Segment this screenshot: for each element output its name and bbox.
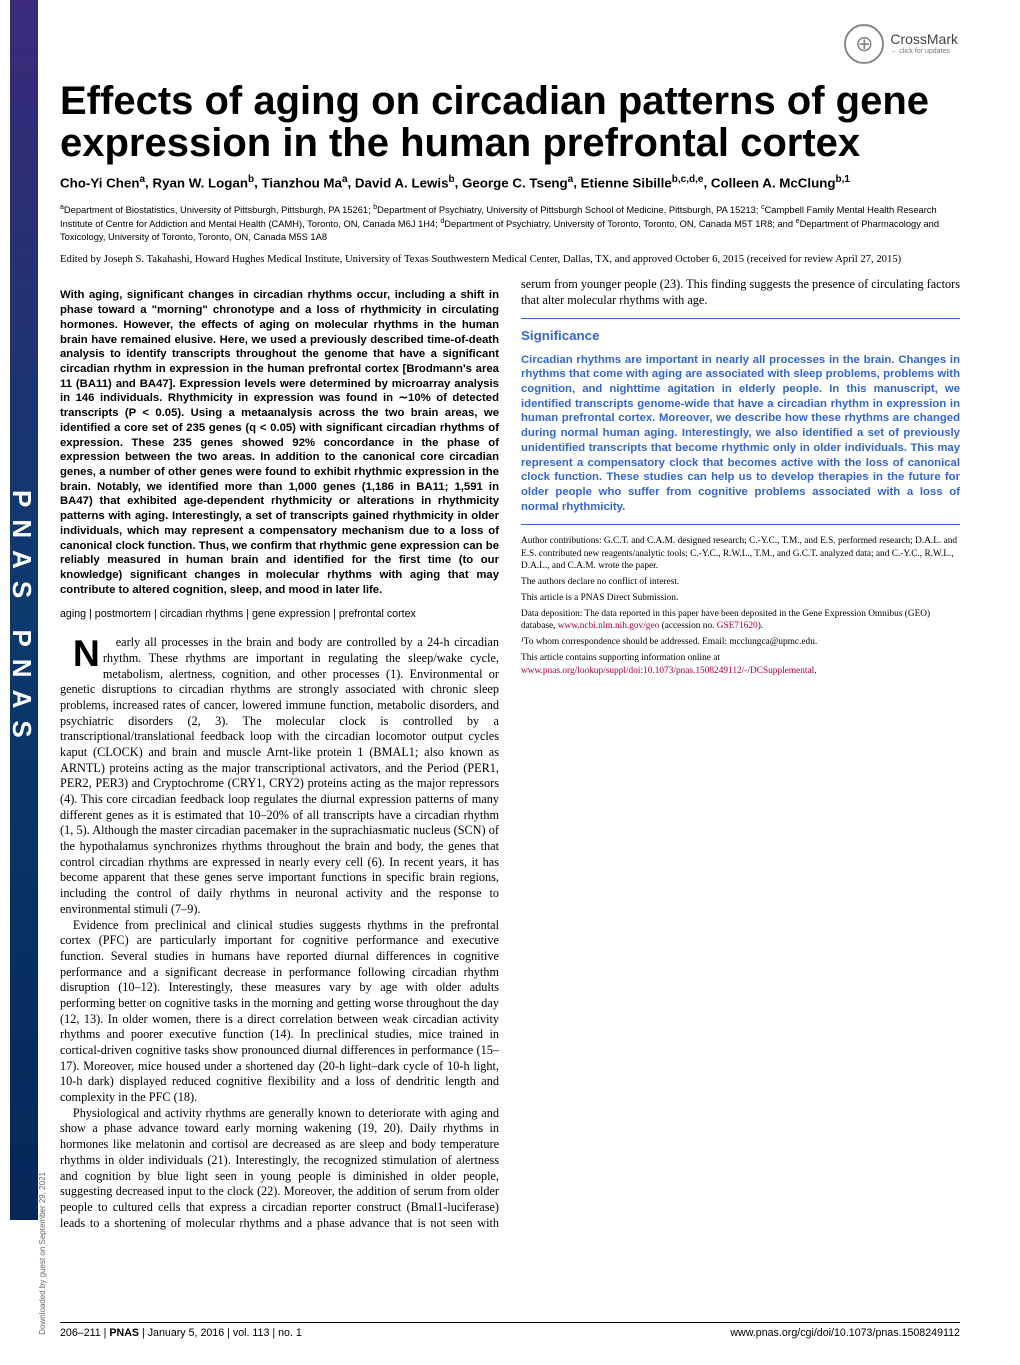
author: Cho-Yi Chena — [60, 174, 145, 191]
footer-date: January 5, 2016 — [142, 1327, 224, 1339]
significance-text: Circadian rhythms are important in nearl… — [521, 353, 960, 515]
journal-spine-logo: PNAS PNAS — [10, 0, 38, 1220]
significance-box: Significance Circadian rhythms are impor… — [521, 318, 960, 525]
download-date-note: Downloaded by guest on September 29, 202… — [38, 1172, 48, 1335]
footer-doi[interactable]: www.pnas.org/cgi/doi/10.1073/pnas.150824… — [730, 1327, 960, 1341]
keyword: gene expression — [243, 608, 330, 620]
author: Ryan W. Loganb — [145, 174, 254, 191]
crossmark-sublabel: ← click for updates — [890, 48, 958, 57]
supporting-info: This article contains supporting informa… — [521, 652, 960, 676]
conflict-statement: The authors declare no conflict of inter… — [521, 576, 960, 588]
dropcap-letter: N — [60, 637, 103, 671]
keyword: prefrontal cortex — [330, 608, 416, 620]
author-contributions: Author contributions: G.C.T. and C.A.M. … — [521, 535, 960, 571]
data-deposition: Data deposition: The data reported in th… — [521, 608, 960, 632]
crossmark-badge[interactable]: ⊕ CrossMark ← click for updates — [844, 24, 958, 64]
author: George C. Tsenga — [455, 174, 574, 191]
keywords: agingpostmortemcircadian rhythmsgene exp… — [60, 608, 499, 622]
author: Tianzhou Maa — [254, 174, 347, 191]
page-footer: 206–211 PNAS January 5, 2016 vol. 113 no… — [60, 1322, 960, 1341]
supporting-post: . — [814, 666, 816, 676]
geo-database-link[interactable]: www.ncbi.nlm.nih.gov/geo — [558, 621, 659, 631]
author: Colleen A. McClungb,1 — [703, 174, 850, 191]
keyword: aging — [60, 608, 86, 620]
significance-heading: Significance — [521, 327, 960, 344]
abstract: With aging, significant changes in circa… — [60, 288, 499, 597]
intro-p1-text: early all processes in the brain and bod… — [60, 635, 499, 916]
direct-submission-statement: This article is a PNAS Direct Submission… — [521, 592, 960, 604]
supporting-info-link[interactable]: www.pnas.org/lookup/suppl/doi:10.1073/pn… — [521, 666, 814, 676]
edited-by-line: Edited by Joseph S. Takahashi, Howard Hu… — [60, 253, 960, 267]
crossmark-label: CrossMark — [890, 31, 958, 49]
footer-pages: 206–211 — [60, 1327, 101, 1339]
article-title: Effects of aging on circadian patterns o… — [60, 80, 960, 164]
intro-paragraph-2: Evidence from preclinical and clinical s… — [60, 918, 499, 1106]
keyword: circadian rhythms — [151, 608, 243, 620]
author: Etienne Sibilleb,c,d,e — [573, 174, 703, 191]
accession-link[interactable]: GSE71620 — [717, 621, 758, 631]
correspondence-note: ¹To whom correspondence should be addres… — [521, 636, 960, 648]
footer-journal: PNAS — [104, 1327, 139, 1339]
keyword: postmortem — [86, 608, 151, 620]
author: David A. Lewisb — [348, 174, 455, 191]
affiliations: aDepartment of Biostatistics, University… — [60, 203, 960, 243]
footer-volume: vol. 113 — [227, 1327, 269, 1339]
author-list: Cho-Yi ChenaRyan W. LoganbTianzhou MaaDa… — [60, 174, 960, 191]
crossmark-text: CrossMark ← click for updates — [890, 31, 958, 58]
supporting-pre: This article contains supporting informa… — [521, 653, 720, 663]
deposition-close: ). — [758, 621, 763, 631]
crossmark-icon: ⊕ — [844, 24, 884, 64]
intro-paragraph-1: Nearly all processes in the brain and bo… — [60, 635, 499, 917]
deposition-post: (accession no. — [659, 621, 717, 631]
footer-issue: no. 1 — [272, 1327, 301, 1339]
